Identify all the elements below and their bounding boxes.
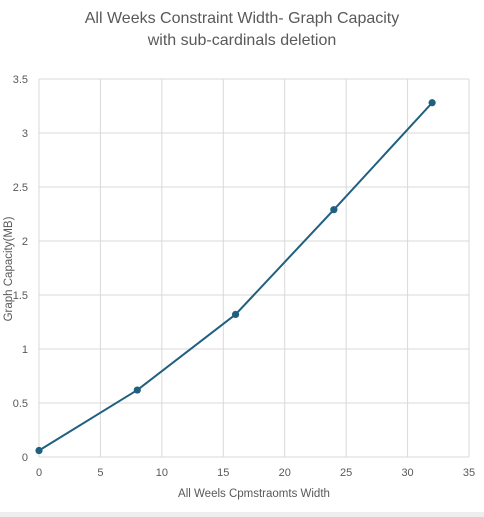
x-tick-label: 25 [340, 467, 352, 479]
chart-title: All Weeks Constraint Width- Graph Capaci… [0, 8, 484, 52]
bottom-strip [0, 512, 484, 517]
gridlines [38, 78, 470, 458]
x-tick-label: 35 [463, 467, 475, 479]
y-tick-label: 2 [22, 236, 28, 248]
x-tick-labels: 0 5 10 15 20 25 30 35 [36, 467, 475, 479]
y-tick-label: 0.5 [13, 398, 28, 410]
x-axis-label: All Weels Cpmstraomts Width [178, 488, 330, 500]
y-tick-label: 2.5 [13, 182, 28, 194]
data-point [133, 386, 141, 394]
x-tick-label: 20 [279, 467, 291, 479]
series-layer [35, 99, 436, 455]
data-point [330, 206, 338, 214]
x-tick-label: 0 [36, 467, 42, 479]
y-tick-label: 3 [22, 128, 28, 140]
x-tick-label: 15 [217, 467, 229, 479]
y-tick-labels: 0 0.5 1 1.5 2 2.5 3 3.5 [13, 74, 28, 464]
data-point [35, 446, 43, 455]
y-tick-label: 0 [22, 452, 28, 464]
data-point [428, 99, 436, 107]
x-tick-label: 5 [97, 467, 103, 479]
chart-title-line-2: with sub-cardinals deletion [147, 32, 337, 49]
y-tick-label: 1 [22, 344, 28, 356]
y-tick-label: 1.5 [13, 290, 28, 302]
data-point [231, 310, 240, 319]
series-line [38, 102, 433, 452]
x-tick-label: 10 [156, 467, 168, 479]
x-tick-label: 30 [401, 467, 413, 479]
y-axis-label: Graph Capacity(MB) [3, 216, 15, 321]
chart-title-line-1: All Weeks Constraint Width- Graph Capaci… [84, 10, 400, 27]
y-tick-label: 3.5 [13, 74, 28, 86]
